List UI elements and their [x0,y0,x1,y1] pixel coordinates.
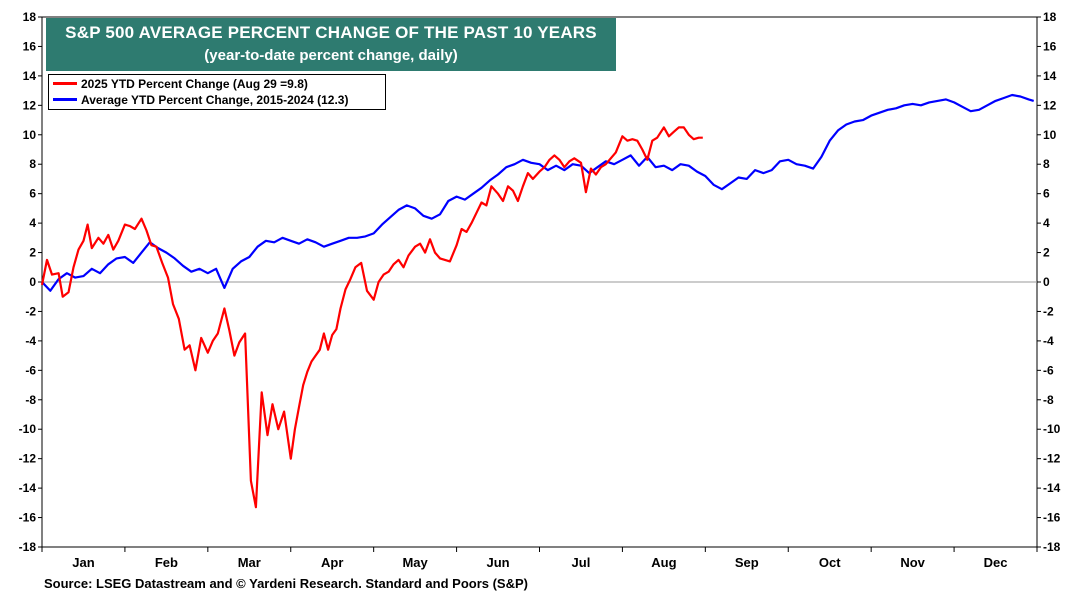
legend-entry-2025: 2025 YTD Percent Change (Aug 29 =9.8) [53,76,308,91]
right-y-tick-label: -14 [1043,481,1061,495]
right-y-tick-label: 16 [1043,39,1057,53]
right-y-tick-label: 12 [1043,98,1057,112]
month-label-dec: Dec [984,555,1008,570]
left-y-tick-label: 2 [29,246,36,260]
legend-label-2025: 2025 YTD Percent Change (Aug 29 =9.8) [81,76,308,91]
right-y-tick-label: 10 [1043,128,1057,142]
right-y-axis: 18 16 14 12 10 8 6 4 2 0 -2 -4 -6 -8 -10 -12 -14 -16 -18 [1037,10,1061,554]
series-line-average [41,93,1035,292]
legend-swatch-average [53,98,77,101]
legend-entry-average: Average YTD Percent Change, 2015-2024 (1… [53,92,348,107]
month-label-may: May [402,555,428,570]
left-y-tick-label: -16 [19,511,37,525]
left-y-tick-label: 10 [23,128,37,142]
left-y-tick-label: 18 [23,10,37,24]
right-y-tick-label: 6 [1043,187,1050,201]
month-label-sep: Sep [735,555,759,570]
source-note: Source: LSEG Datastream and © Yardeni Re… [44,576,528,591]
month-label-apr: Apr [321,555,343,570]
right-y-tick-label: 4 [1043,216,1050,230]
series-line-2025 [40,126,703,509]
month-label-feb: Feb [155,555,178,570]
right-y-tick-label: 0 [1043,275,1050,289]
series-layer [40,93,1035,509]
left-y-tick-label: 0 [29,275,36,289]
left-y-tick-label: -14 [19,481,37,495]
month-label-oct: Oct [819,555,841,570]
right-y-tick-label: 14 [1043,69,1057,83]
month-label-mar: Mar [238,555,261,570]
chart-subtitle: (year-to-date percent change, daily) [204,47,458,64]
right-y-tick-label: -8 [1043,393,1054,407]
left-y-tick-label: -4 [25,334,36,348]
legend-label-average: Average YTD Percent Change, 2015-2024 (1… [81,92,349,107]
month-label-aug: Aug [651,555,676,570]
left-y-tick-label: -18 [19,540,37,554]
right-y-tick-label: -16 [1043,511,1061,525]
legend-swatch-2025 [53,82,77,85]
right-y-tick-label: 18 [1043,10,1057,24]
right-y-tick-label: 2 [1043,246,1050,260]
left-y-tick-label: 16 [23,39,37,53]
left-y-tick-label: -8 [25,393,36,407]
month-label-nov: Nov [900,555,925,570]
month-label-jun: Jun [486,555,509,570]
chart-title: S&P 500 AVERAGE PERCENT CHANGE OF THE PA… [65,23,597,42]
month-label-jan: Jan [72,555,94,570]
left-y-tick-label: 6 [29,187,36,201]
right-y-tick-label: 8 [1043,157,1050,171]
right-y-tick-label: -6 [1043,363,1054,377]
left-y-tick-label: -12 [19,452,37,466]
x-axis: Jan Feb Mar Apr May Jun Jul Aug Sep Oct Nov Dec [41,547,1038,570]
left-y-axis: 18 16 14 12 10 8 6 4 2 0 -2 -4 -6 -8 -10 -12 -14 -16 -18 [19,10,42,554]
left-y-tick-label: 14 [23,69,37,83]
left-y-tick-label: 4 [29,216,36,230]
right-y-tick-label: -4 [1043,334,1054,348]
right-y-tick-label: -10 [1043,422,1061,436]
right-y-tick-label: -12 [1043,452,1061,466]
month-label-jul: Jul [572,555,591,570]
left-y-tick-label: 8 [29,157,36,171]
chart-title-box: S&P 500 AVERAGE PERCENT CHANGE OF THE PA… [46,18,616,71]
left-y-tick-label: -2 [25,304,36,318]
legend: 2025 YTD Percent Change (Aug 29 =9.8) Av… [48,74,386,110]
left-y-tick-label: -6 [25,363,36,377]
right-y-tick-label: -18 [1043,540,1061,554]
left-y-tick-label: 12 [23,98,37,112]
left-y-tick-label: -10 [19,422,37,436]
right-y-tick-label: -2 [1043,304,1054,318]
